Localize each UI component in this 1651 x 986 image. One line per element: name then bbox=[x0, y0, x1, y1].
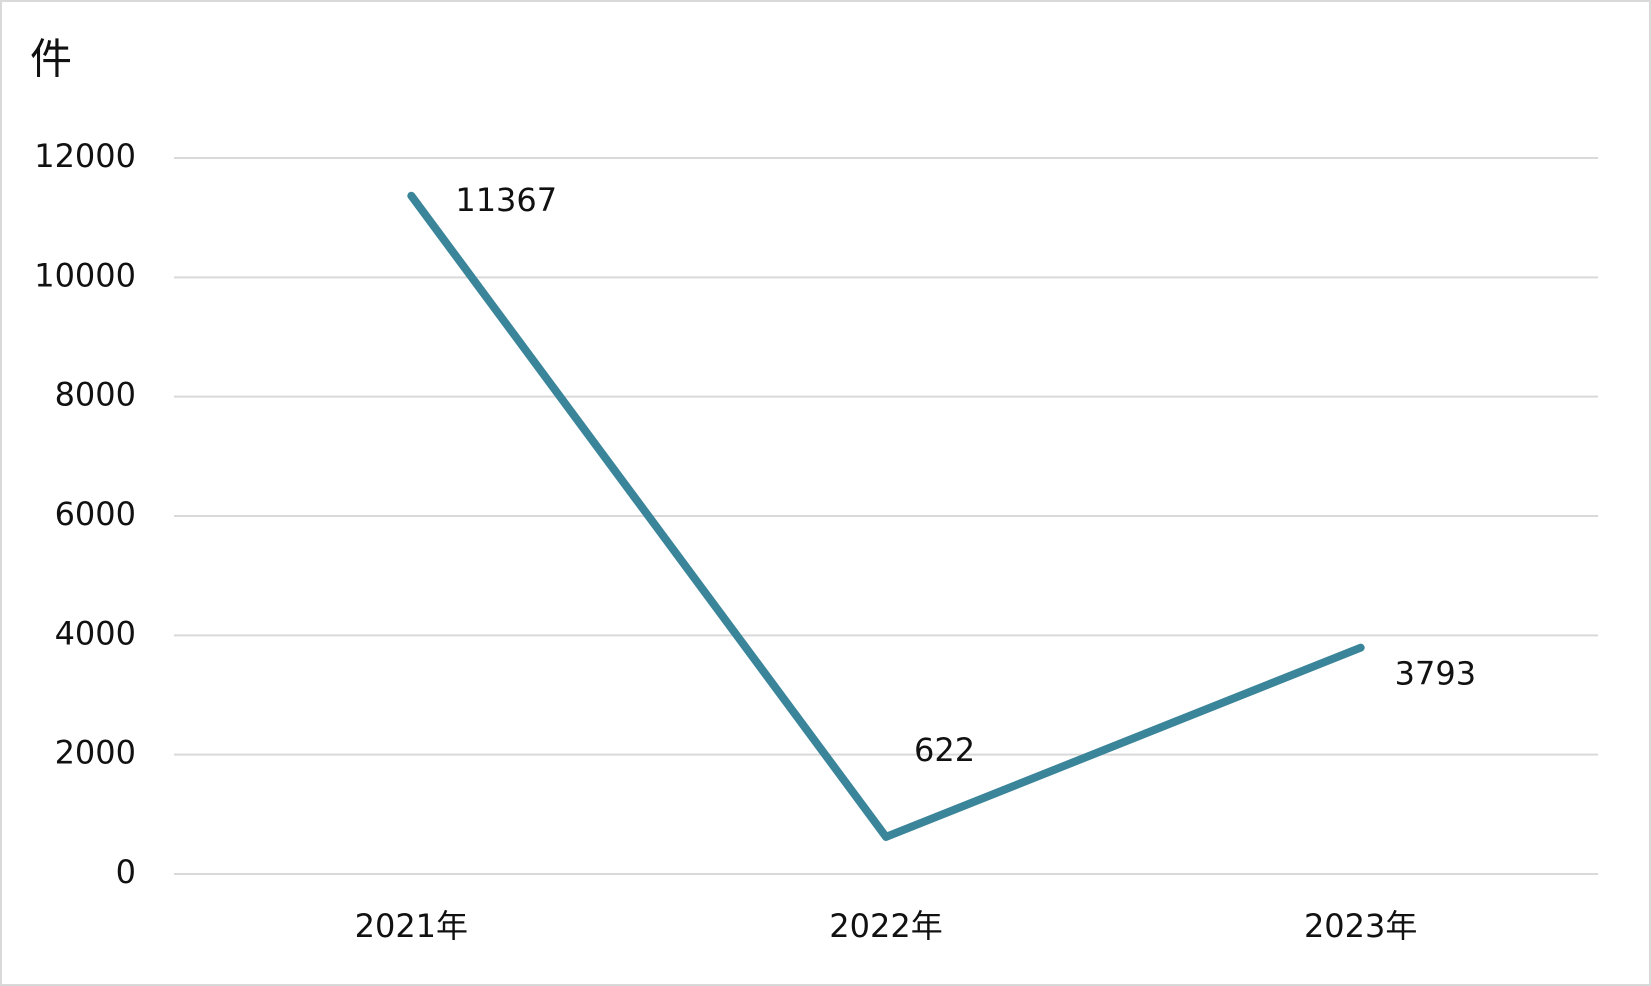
y-axis-label: 件 bbox=[30, 35, 72, 84]
y-tick-label: 4000 bbox=[55, 614, 136, 652]
data-label: 3793 bbox=[1395, 655, 1476, 693]
x-tick-label: 2022年 bbox=[829, 907, 942, 945]
y-tick-label: 2000 bbox=[55, 734, 136, 772]
x-tick-label: 2021年 bbox=[355, 907, 468, 945]
y-tick-label: 0 bbox=[116, 853, 136, 891]
line bbox=[407, 191, 1365, 841]
data-label: 622 bbox=[914, 731, 975, 769]
y-tick-label: 10000 bbox=[34, 256, 136, 294]
y-tick-label: 12000 bbox=[34, 137, 136, 175]
y-tick-label: 8000 bbox=[55, 376, 136, 414]
x-tick-label: 2023年 bbox=[1304, 907, 1417, 945]
data-label: 11367 bbox=[455, 181, 557, 219]
y-tick-label: 6000 bbox=[55, 495, 136, 533]
